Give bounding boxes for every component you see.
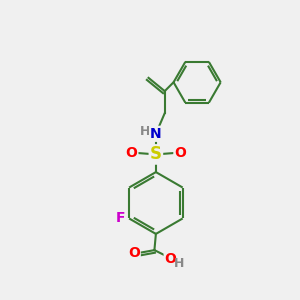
Text: H: H bbox=[174, 257, 184, 270]
Text: N: N bbox=[150, 127, 162, 141]
Text: H: H bbox=[140, 125, 150, 138]
Text: O: O bbox=[174, 146, 186, 160]
Text: O: O bbox=[165, 252, 176, 266]
Text: S: S bbox=[150, 146, 162, 164]
Text: O: O bbox=[125, 146, 137, 160]
Text: O: O bbox=[128, 246, 140, 260]
Text: F: F bbox=[116, 212, 126, 226]
